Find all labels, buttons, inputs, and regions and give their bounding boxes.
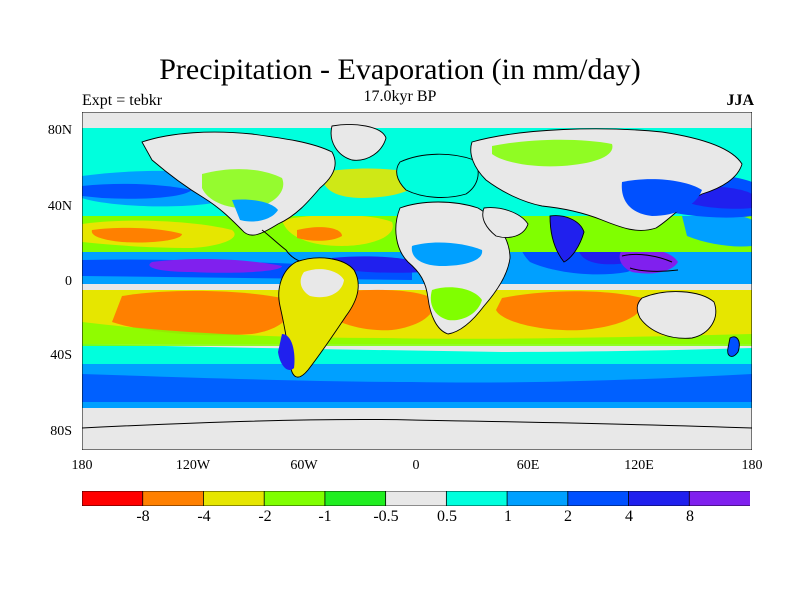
itcz-pacific-max xyxy=(149,259,282,273)
amazon-neutral xyxy=(300,269,344,298)
north-america-dry xyxy=(202,169,284,209)
map-subtitle: 17.0kyr BP xyxy=(363,88,437,105)
siberia-green xyxy=(492,139,613,167)
colorbar-swatch xyxy=(82,491,144,506)
arabia xyxy=(482,207,529,238)
lon-label-180e: 180 xyxy=(741,458,763,473)
arctic-neutral xyxy=(82,112,752,128)
north-pacific-storm-core xyxy=(82,183,192,199)
colorbar-label: 8 xyxy=(686,508,694,525)
lat-label-80n: 80N xyxy=(47,123,72,138)
colorbar-swatch xyxy=(142,491,205,506)
colorbar-label: -8 xyxy=(136,508,150,525)
lat-label-0: 0 xyxy=(65,274,72,289)
colorbar-swatch xyxy=(688,491,750,506)
north-america-wet xyxy=(232,199,278,222)
colorbar-swatch xyxy=(385,491,448,506)
europe xyxy=(396,153,479,198)
south-dry-edge xyxy=(82,322,752,346)
colorbar-swatch xyxy=(506,491,569,506)
colorbar xyxy=(82,491,750,506)
colorbar-label: -0.5 xyxy=(373,508,399,525)
season-label: JJA xyxy=(726,92,754,109)
colorbar-label: -4 xyxy=(197,508,211,525)
lat-label-40n: 40N xyxy=(47,199,72,214)
greenland xyxy=(330,124,387,161)
colorbar-swatch xyxy=(445,491,508,506)
colorbar-swatch xyxy=(263,491,326,506)
colorbar-swatch xyxy=(628,491,691,506)
antarctica xyxy=(82,418,752,429)
australia xyxy=(636,291,717,339)
lon-label-120w: 120W xyxy=(175,458,211,473)
warm-pool-max xyxy=(619,248,678,274)
land-masses xyxy=(82,124,752,429)
east-asia-wet xyxy=(621,179,702,216)
precipitation-evaporation-map xyxy=(82,112,752,450)
lat-label-80s: 80S xyxy=(50,424,72,439)
lon-label-180w: 180 xyxy=(71,458,93,473)
south-indian-dry xyxy=(496,291,644,331)
sahel-wet xyxy=(411,242,483,266)
colorbar-label: 4 xyxy=(625,508,633,525)
central-america xyxy=(261,229,303,263)
map-title: Precipitation - Evaporation (in mm/day) xyxy=(159,53,641,86)
southern-cyan-band xyxy=(82,344,752,364)
lon-label-120e: 120E xyxy=(624,458,654,473)
north-pacific-dry-core xyxy=(91,227,182,243)
india xyxy=(549,215,585,263)
lon-label-60w: 60W xyxy=(290,458,318,473)
colorbar-swatch xyxy=(567,491,630,506)
east-pacific-wet xyxy=(682,213,752,247)
new-zealand xyxy=(727,336,740,357)
colorbar-label: -1 xyxy=(318,508,332,525)
maritime-continent xyxy=(621,253,679,272)
lon-label-60e: 60E xyxy=(516,458,540,473)
southern-storm-track-core xyxy=(82,374,752,402)
colorbar-label: 1 xyxy=(504,508,512,525)
colorbar-swatch xyxy=(203,491,266,506)
colorbar-label: -2 xyxy=(258,508,272,525)
colorbar-swatch xyxy=(324,491,387,506)
lon-label-0: 0 xyxy=(412,458,420,473)
south-pacific-dry xyxy=(112,290,291,336)
north-atlantic-dry-core xyxy=(297,227,342,241)
colorbar-label: 0.5 xyxy=(437,508,457,525)
experiment-label: Expt = tebkr xyxy=(82,92,163,109)
patagonia-wet xyxy=(278,334,295,371)
antarctic-neutral xyxy=(82,408,752,450)
colorbar-label: 2 xyxy=(564,508,572,525)
south-africa-dry xyxy=(430,287,482,321)
lat-label-40s: 40S xyxy=(50,348,72,363)
itcz-atlantic xyxy=(332,256,422,273)
